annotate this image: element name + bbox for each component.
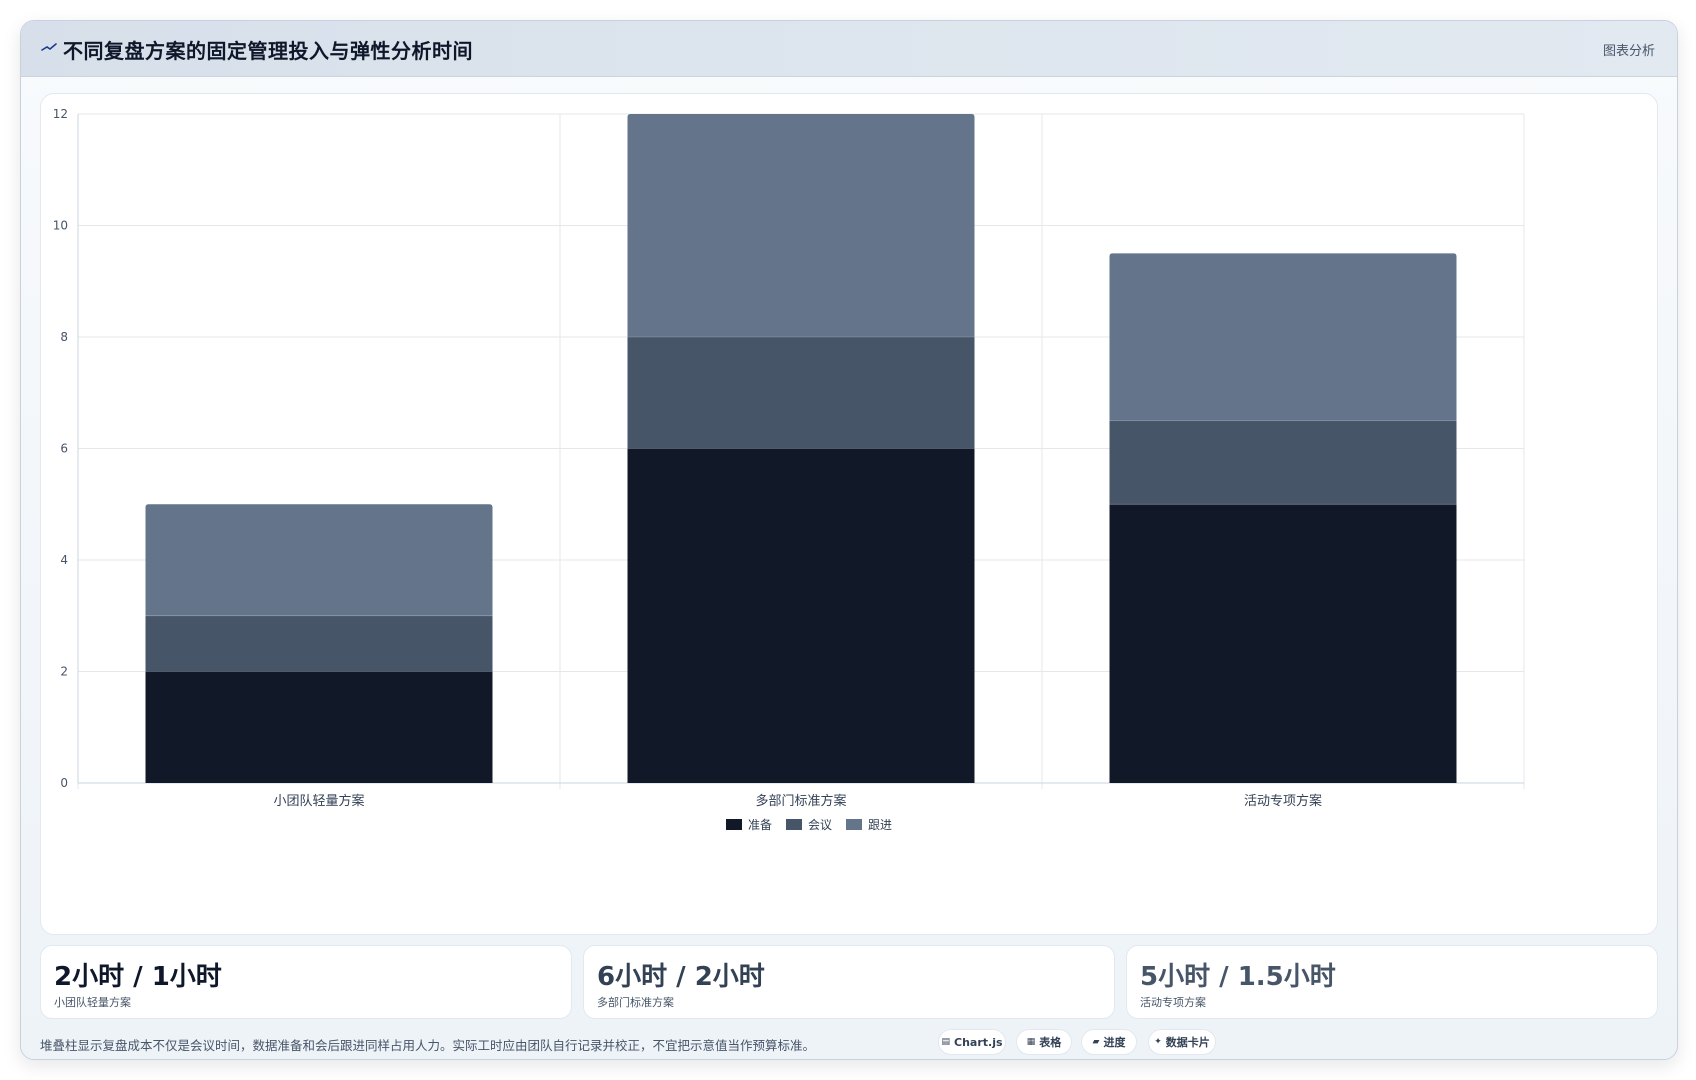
header-tag: 图表分析: [1602, 44, 1655, 59]
chip-label: Chart.js: [954, 1035, 1003, 1049]
x-category-label: 活动专项方案: [1244, 793, 1322, 809]
chip-label: 表格: [1039, 1036, 1062, 1049]
chip-table[interactable]: ▦ 表格: [1016, 1029, 1072, 1055]
card-label: 活动专项方案: [1140, 996, 1206, 1009]
card-value: 6小时 / 2小时: [597, 962, 765, 992]
chip-label: 进度: [1103, 1036, 1126, 1049]
chip-chartjs[interactable]: ▤ Chart.js: [938, 1029, 1006, 1055]
legend-swatch: [726, 819, 742, 830]
data-cards: 2小时 / 1小时 小团队轻量方案 6小时 / 2小时 多部门标准方案 5小时 …: [40, 945, 1658, 1019]
bar-segment: [1109, 420, 1457, 505]
progress-icon: ▰: [1092, 1037, 1100, 1047]
card-label: 小团队轻量方案: [54, 996, 131, 1009]
bar-segment: [145, 671, 493, 783]
legend-label: 跟进: [868, 818, 892, 832]
y-tick-label: 0: [60, 776, 68, 790]
chart-panel: 不同复盘方案的固定管理投入与弹性分析时间 图表分析 0 2 4 6 8 10 12 小团队轻量…: [20, 20, 1678, 1060]
legend-swatch: [786, 819, 802, 830]
y-tick-label: 4: [60, 553, 68, 567]
y-tick-label: 6: [60, 442, 68, 456]
legend-label: 准备: [748, 818, 772, 832]
sparkle-icon: ✦: [1154, 1037, 1162, 1047]
data-card: 6小时 / 2小时 多部门标准方案: [583, 945, 1115, 1019]
bar-segment: [1109, 504, 1457, 783]
bar-segment: [627, 337, 975, 449]
table-icon: ▦: [1026, 1037, 1036, 1047]
card-value: 5小时 / 1.5小时: [1140, 962, 1336, 992]
bar-segment: [627, 114, 975, 337]
data-card: 5小时 / 1.5小时 活动专项方案: [1126, 945, 1658, 1019]
x-category-label: 多部门标准方案: [755, 793, 846, 809]
chip-label: 数据卡片: [1165, 1036, 1210, 1049]
bar-segment: [627, 448, 975, 783]
y-tick-label: 2: [60, 665, 68, 679]
page-title: 不同复盘方案的固定管理投入与弹性分析时间: [63, 39, 473, 63]
chip-data-cards[interactable]: ✦ 数据卡片: [1148, 1029, 1216, 1055]
x-category-label: 小团队轻量方案: [273, 793, 364, 809]
legend-swatch: [846, 819, 862, 830]
y-tick-label: 10: [53, 219, 68, 233]
chart-icon: ▤: [941, 1037, 950, 1047]
chart-card: 0 2 4 6 8 10 12 小团队轻量方案 多部门标准方案 活动专项方案准备 会议 跟进: [40, 93, 1658, 935]
trend-line-icon: [41, 43, 57, 51]
card-label: 多部门标准方案: [597, 996, 674, 1009]
footer-note: 堆叠柱显示复盘成本不仅是会议时间，数据准备和会后跟进同样占用人力。实际工时应由团…: [40, 1038, 816, 1053]
y-tick-label: 8: [60, 330, 68, 344]
bar-segment: [145, 504, 493, 616]
y-tick-label: 12: [53, 107, 68, 121]
data-card: 2小时 / 1小时 小团队轻量方案: [40, 945, 572, 1019]
legend-label: 会议: [808, 818, 832, 832]
panel-header: 不同复盘方案的固定管理投入与弹性分析时间 图表分析: [21, 21, 1677, 77]
bar-segment: [145, 615, 493, 672]
bar-segment: [1109, 253, 1457, 421]
card-value: 2小时 / 1小时: [54, 962, 222, 992]
chip-progress[interactable]: ▰ 进度: [1081, 1029, 1137, 1055]
